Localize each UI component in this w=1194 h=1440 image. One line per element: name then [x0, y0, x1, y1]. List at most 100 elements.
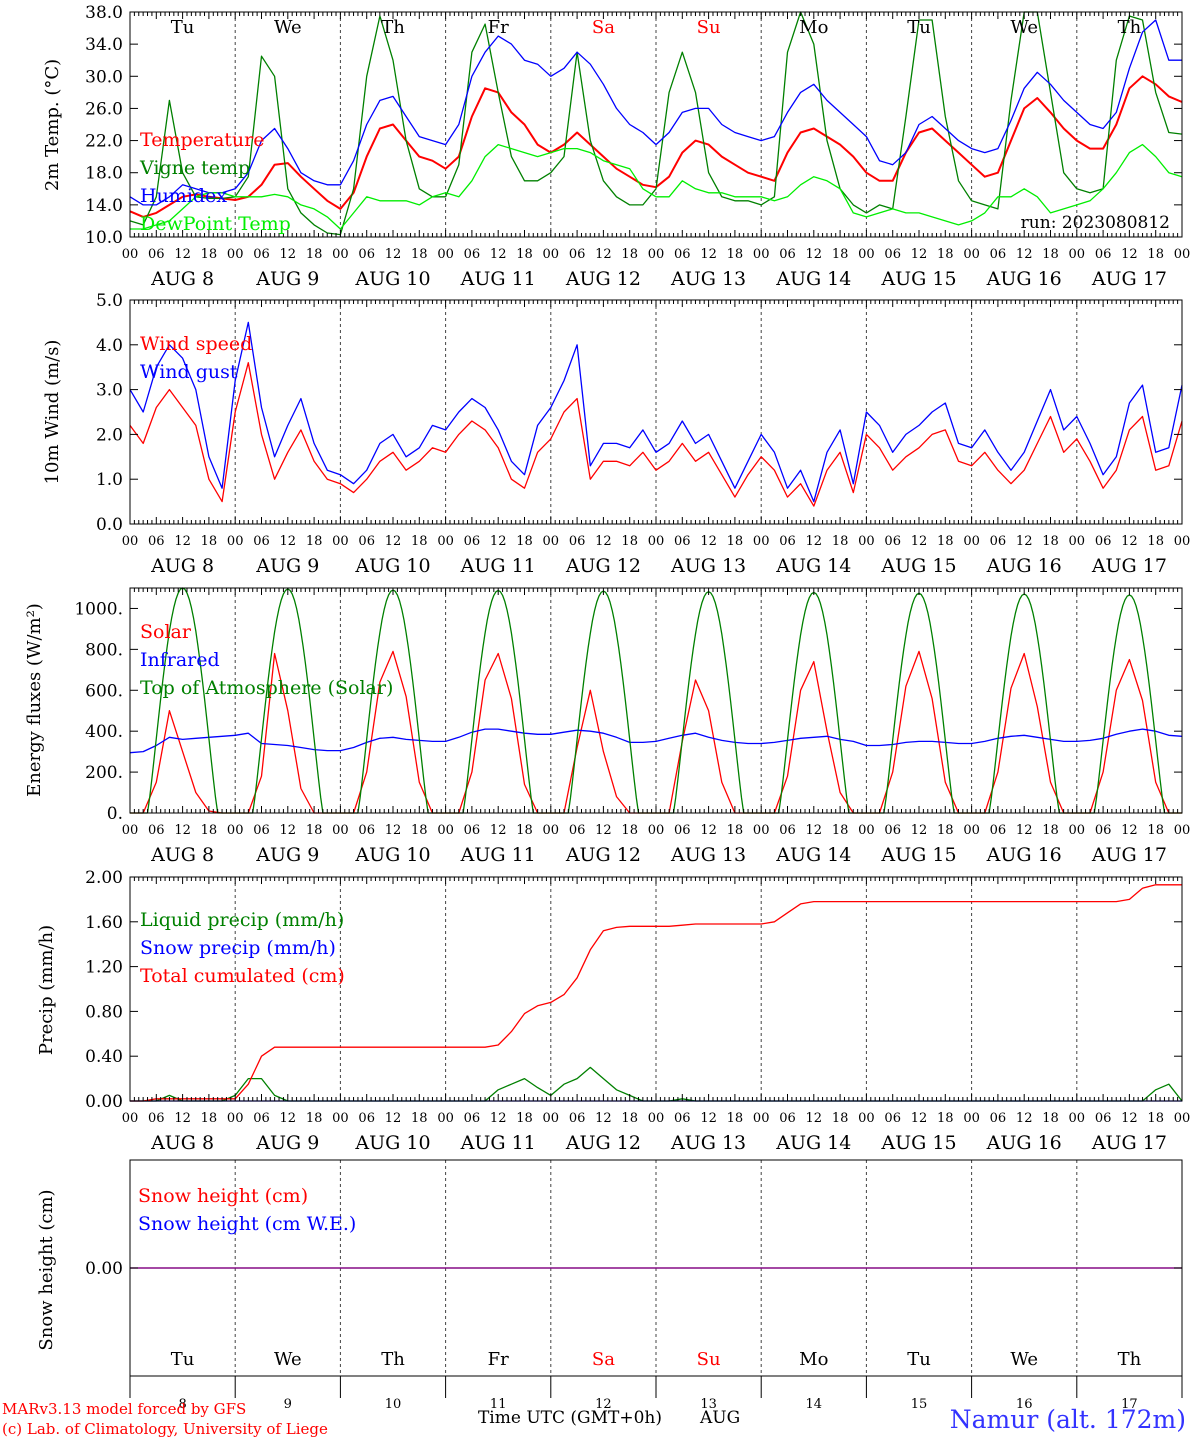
x-hour-label: 12 [806, 823, 823, 838]
weekday-label: Th [381, 17, 405, 38]
y-tick-label: 0.0 [96, 515, 123, 535]
x-hour-label: 12 [1016, 534, 1033, 549]
x-hour-label: 06 [464, 823, 481, 838]
weekday-label: Fr [488, 1349, 509, 1370]
x-date-label: AUG 15 [880, 844, 956, 866]
x-hour-label: 06 [1095, 247, 1112, 262]
x-date-label: AUG 8 [150, 555, 214, 577]
x-hour-label: 00 [437, 534, 454, 549]
x-hour-label: 06 [358, 534, 375, 549]
x-day-number: 15 [911, 1397, 928, 1412]
x-hour-label: 00 [648, 1111, 665, 1126]
y-axis-label: Snow height (cm) [36, 1189, 57, 1350]
y-tick-label: 0.00 [85, 1259, 123, 1279]
x-hour-label: 00 [227, 534, 244, 549]
x-hour-label: 00 [543, 1111, 560, 1126]
x-hour-label: 00 [543, 534, 560, 549]
panel-frame [129, 299, 1183, 525]
x-date-label: AUG 9 [255, 1132, 319, 1154]
x-hour-label: 06 [884, 823, 901, 838]
x-hour-label: 00 [753, 1111, 770, 1126]
x-hour-label: 18 [1147, 823, 1164, 838]
legend-entry: Snow height (cm W.E.) [138, 1213, 356, 1235]
weekday-label: We [274, 17, 302, 38]
weekday-label: Tu [907, 1349, 931, 1370]
x-hour-label: 00 [1069, 247, 1086, 262]
x-hour-label: 06 [569, 1111, 586, 1126]
legend-entry: Top of Atmosphere (Solar) [140, 677, 393, 699]
x-hour-label: 06 [358, 823, 375, 838]
legend-entry: Infrared [140, 649, 220, 671]
y-tick-label: 30.0 [85, 67, 123, 87]
x-hour-label: 06 [990, 823, 1007, 838]
run-label: run: 2023080812 [1021, 213, 1170, 233]
x-hour-label: 00 [648, 823, 665, 838]
x-hour-label: 12 [700, 534, 717, 549]
x-hour-label: 00 [858, 247, 875, 262]
y-axis-label: Precip (mm/h) [36, 925, 57, 1055]
legend-entry: Temperature [140, 129, 264, 151]
y-tick-label: 10.0 [85, 228, 123, 248]
x-day-number: 8 [178, 1397, 186, 1412]
x-hour-label: 12 [490, 823, 507, 838]
x-hour-label: 12 [1016, 823, 1033, 838]
weekday-label: We [274, 1349, 302, 1370]
series-line-vigne-temp [129, 11, 1183, 236]
x-hour-label: 18 [727, 247, 744, 262]
x-hour-label: 18 [621, 823, 638, 838]
x-hour-label: 06 [1095, 823, 1112, 838]
x-hour-label: 00 [543, 247, 560, 262]
x-hour-label: 06 [884, 534, 901, 549]
x-hour-label: 00 [227, 247, 244, 262]
y-tick-label: 26.0 [85, 99, 123, 119]
x-day-number: 9 [284, 1397, 292, 1412]
x-day-number: 12 [595, 1397, 612, 1412]
y-tick-label: 1.60 [85, 913, 123, 933]
y-tick-label: 18.0 [85, 164, 123, 184]
x-hour-label: 18 [832, 534, 849, 549]
weekday-label: Su [697, 17, 721, 38]
x-hour-label: 00 [753, 247, 770, 262]
x-hour-label: 18 [201, 823, 218, 838]
x-hour-label: 18 [832, 823, 849, 838]
legend-entry: Liquid precip (mm/h) [140, 909, 344, 931]
y-tick-label: 5.0 [96, 291, 123, 311]
x-hour-label: 12 [385, 534, 402, 549]
x-date-label: AUG 8 [150, 844, 214, 866]
x-date-label: AUG 12 [565, 555, 641, 577]
y-tick-label: 0.80 [85, 1002, 123, 1022]
x-hour-label: 00 [753, 534, 770, 549]
x-hour-label: 12 [490, 1111, 507, 1126]
x-hour-label: 00 [963, 247, 980, 262]
x-hour-label: 00 [122, 247, 139, 262]
x-date-label: AUG 15 [880, 268, 956, 290]
x-hour-label: 18 [516, 534, 533, 549]
x-hour-label: 00 [332, 1111, 349, 1126]
x-hour-label: 12 [174, 1111, 191, 1126]
y-tick-label: 34.0 [85, 35, 123, 55]
x-hour-label: 18 [1147, 247, 1164, 262]
x-hour-label: 18 [306, 823, 323, 838]
x-hour-label: 06 [148, 823, 165, 838]
x-hour-label: 00 [332, 823, 349, 838]
legend-entry: Humidex [140, 185, 227, 207]
x-hour-label: 06 [569, 823, 586, 838]
x-hour-label: 00 [1174, 823, 1191, 838]
x-hour-label: 12 [1016, 247, 1033, 262]
credit-line-2: (c) Lab. of Climatology, University of L… [2, 1420, 328, 1438]
x-hour-label: 18 [411, 247, 428, 262]
x-date-label: AUG 12 [565, 268, 641, 290]
x-hour-label: 06 [358, 1111, 375, 1126]
x-hour-label: 12 [911, 247, 928, 262]
x-hour-label: 06 [779, 823, 796, 838]
x-hour-label: 12 [385, 247, 402, 262]
x-hour-label: 18 [411, 1111, 428, 1126]
series-line-wind-gust [129, 321, 1183, 503]
x-date-label: AUG 9 [255, 268, 319, 290]
legend-entry: Snow precip (mm/h) [140, 937, 336, 959]
x-hour-label: 12 [700, 1111, 717, 1126]
x-hour-label: 00 [858, 1111, 875, 1126]
x-hour-label: 12 [174, 823, 191, 838]
weekday-label: Th [1118, 17, 1142, 38]
series-line-dewpoint-temp [130, 143, 1183, 230]
